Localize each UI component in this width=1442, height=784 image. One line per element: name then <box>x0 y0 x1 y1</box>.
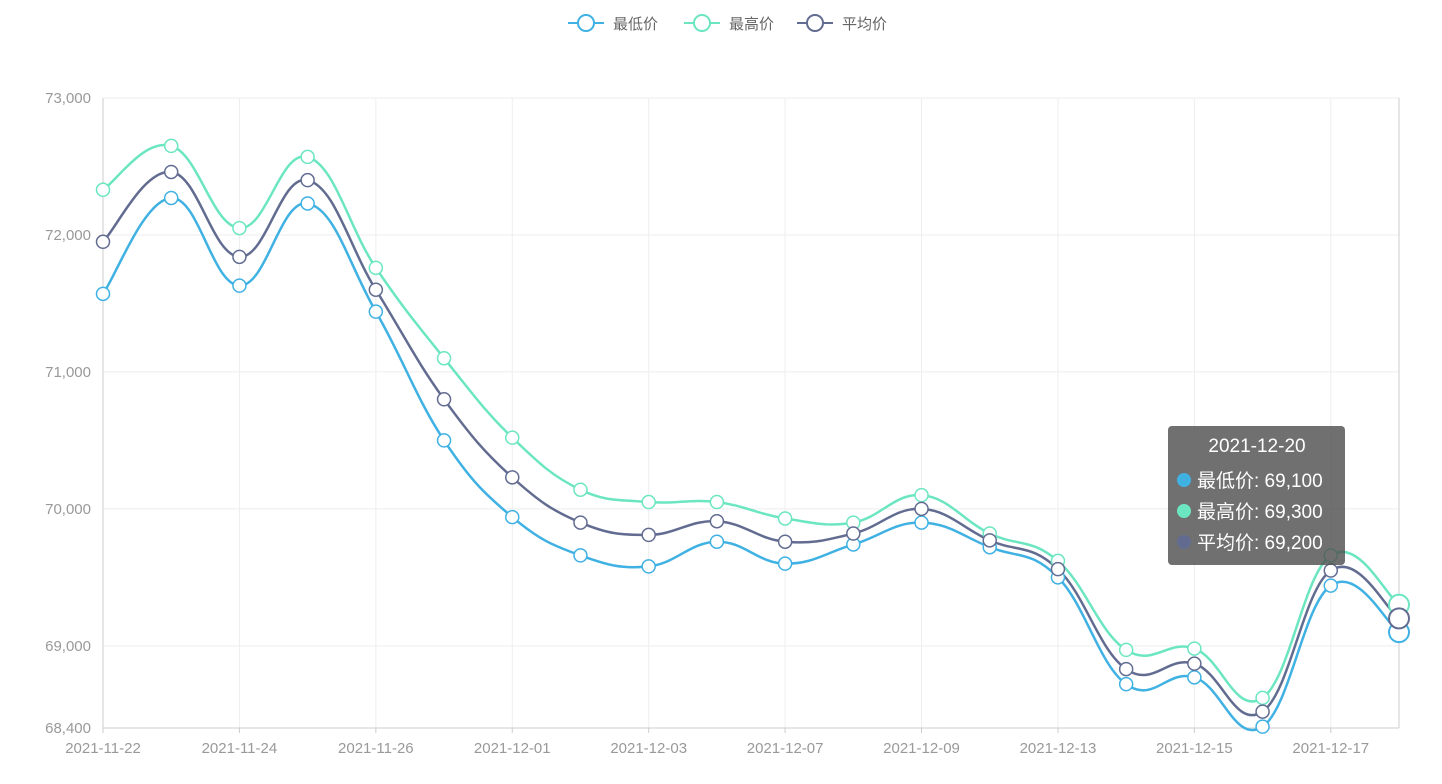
data-point-low[interactable] <box>95 286 111 302</box>
data-point-avg[interactable] <box>505 470 520 485</box>
data-point-low[interactable] <box>1255 719 1270 734</box>
data-point-high[interactable] <box>914 487 929 503</box>
data-point-avg[interactable] <box>709 513 725 529</box>
data-point-avg[interactable] <box>1323 563 1339 578</box>
legend-marker-icon <box>806 14 824 32</box>
data-point-low[interactable] <box>777 556 793 571</box>
x-tick-label: 2021-11-24 <box>202 740 278 757</box>
data-point-avg[interactable] <box>436 392 452 407</box>
x-tick-label: 2021-12-01 <box>474 740 551 757</box>
data-point-low[interactable] <box>1323 578 1339 593</box>
tooltip-row-avg: 平均价: 69,200 <box>1177 526 1337 557</box>
legend[interactable]: 最低价 最高价 平均价 <box>568 14 887 33</box>
data-point-high[interactable] <box>1118 642 1134 658</box>
data-point-avg[interactable] <box>368 282 384 297</box>
tooltip-label-high: 最高价: 69,300 <box>1197 502 1323 523</box>
data-point-avg[interactable] <box>846 526 861 541</box>
data-point-high[interactable] <box>300 149 315 165</box>
data-point-high[interactable] <box>573 482 588 497</box>
legend-item-high[interactable]: 最高价 <box>684 14 774 33</box>
y-tick-label: 70,000 <box>45 501 91 518</box>
y-tick-label: 68,400 <box>45 720 91 737</box>
data-point-avg[interactable] <box>914 501 929 517</box>
data-point-avg[interactable] <box>777 534 793 549</box>
tooltip-dot-high <box>1177 503 1191 518</box>
data-point-low[interactable] <box>232 278 247 293</box>
tooltip-dot-avg <box>1177 534 1191 549</box>
data-point-low[interactable] <box>641 559 656 574</box>
data-point-high[interactable] <box>1255 690 1270 706</box>
data-point-avg[interactable] <box>232 249 247 265</box>
data-point-low[interactable] <box>709 534 725 549</box>
x-tick-label: 2021-11-26 <box>338 740 414 757</box>
x-tick-label: 2021-12-09 <box>883 740 960 757</box>
data-point-low[interactable] <box>573 548 588 563</box>
x-tick-label: 2021-12-15 <box>1156 740 1233 757</box>
legend-label: 最低价 <box>613 16 658 33</box>
data-point-high[interactable] <box>1187 641 1202 656</box>
tooltip-label-avg: 平均价: 69,200 <box>1197 533 1323 554</box>
data-point-avg[interactable] <box>1050 561 1066 577</box>
data-point-avg[interactable] <box>300 172 315 188</box>
data-point-avg[interactable] <box>573 515 588 530</box>
data-point-high[interactable] <box>436 350 452 366</box>
x-tick-label: 2021-12-03 <box>610 740 687 757</box>
legend-marker-icon <box>577 14 595 32</box>
legend-item-avg[interactable]: 平均价 <box>797 14 887 33</box>
y-tick-label: 69,000 <box>45 638 91 655</box>
series-points[interactable] <box>95 138 1410 734</box>
tooltip-dot-low <box>1177 472 1191 487</box>
legend-item-low[interactable]: 最低价 <box>568 14 658 33</box>
grid <box>103 97 1399 728</box>
y-tick-label: 71,000 <box>45 364 91 381</box>
data-point-low[interactable] <box>436 433 452 448</box>
data-point-avg[interactable] <box>1187 656 1202 671</box>
tooltip-label-low: 最低价: 69,100 <box>1197 471 1323 492</box>
series-line-low <box>101 196 1400 732</box>
tooltip-title: 2021-12-20 <box>1208 436 1306 457</box>
tooltip-row-high: 最高价: 69,300 <box>1177 495 1337 526</box>
data-point-high[interactable] <box>95 182 111 198</box>
data-point-high[interactable] <box>641 494 656 510</box>
legend-marker-icon <box>693 14 711 32</box>
data-point-high[interactable] <box>777 511 793 526</box>
x-tick-label: 2021-11-22 <box>65 740 141 757</box>
x-tick-label: 2021-12-17 <box>1292 740 1369 757</box>
data-point-low[interactable] <box>368 304 384 319</box>
data-point-low[interactable] <box>1118 676 1134 692</box>
data-point-low[interactable] <box>914 515 929 530</box>
data-point-avg[interactable] <box>982 533 997 548</box>
x-tick-label: 2021-12-07 <box>747 740 824 757</box>
data-point-avg[interactable] <box>1388 607 1410 630</box>
data-point-high[interactable] <box>232 220 247 236</box>
data-point-low[interactable] <box>505 509 520 525</box>
tooltip-row-low: 最低价: 69,100 <box>1177 464 1337 495</box>
data-point-high[interactable] <box>163 138 179 154</box>
data-point-avg[interactable] <box>163 164 179 180</box>
y-tick-label: 73,000 <box>45 90 91 107</box>
data-point-high[interactable] <box>709 494 725 510</box>
data-point-avg[interactable] <box>95 234 111 250</box>
data-point-high[interactable] <box>505 430 520 445</box>
y-tick-label: 72,000 <box>45 227 91 244</box>
legend-label: 最高价 <box>729 16 774 33</box>
data-point-avg[interactable] <box>1118 661 1134 677</box>
x-tick-label: 2021-12-13 <box>1020 740 1097 757</box>
data-point-low[interactable] <box>300 196 315 211</box>
tooltip: 2021-12-20 最低价: 69,100 最高价: 69,300 平均价: … <box>1168 426 1345 565</box>
data-point-avg[interactable] <box>1255 704 1270 719</box>
data-point-low[interactable] <box>1187 670 1202 685</box>
axes: 68,400 69,000 70,000 71,000 72,000 73,000 2021… <box>45 90 1400 757</box>
legend-label: 平均价 <box>842 16 887 33</box>
data-point-low[interactable] <box>163 190 179 206</box>
data-point-high[interactable] <box>368 260 384 276</box>
series-line-high <box>102 143 1400 703</box>
data-point-avg[interactable] <box>641 527 656 543</box>
